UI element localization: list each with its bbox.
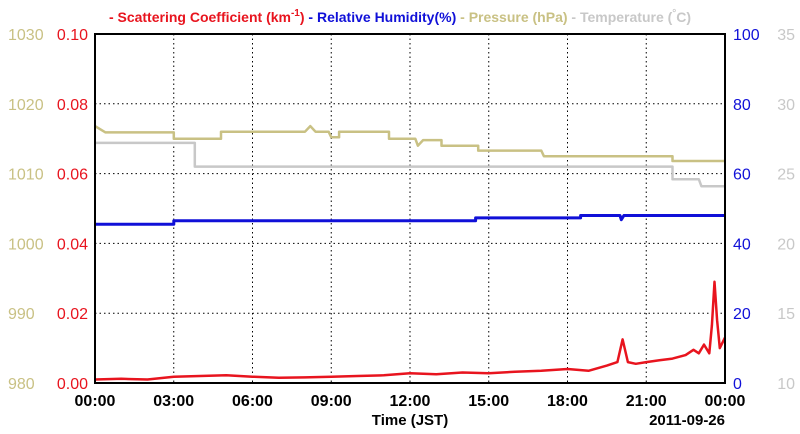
x-axis-label: Time (JST): [372, 412, 448, 429]
grid: [95, 34, 725, 383]
x-tick-label: 06:00: [232, 393, 273, 410]
legend: - Scattering Coefficient (km-1) - Relati…: [109, 8, 691, 25]
y-tick-label-temperature: 30: [777, 97, 795, 114]
legend-item-temperature: - Temperature (: [568, 9, 673, 25]
y-axes: 98099010001010102010300.000.020.040.060.…: [8, 27, 795, 393]
legend-text: - Scattering Coefficient (km-1) - Relati…: [109, 8, 691, 25]
y-tick-label-scattering: 0.00: [57, 376, 88, 393]
y-tick-label-temperature: 20: [777, 236, 795, 253]
y-tick-label-scattering: 0.08: [57, 97, 88, 114]
y-tick-label-humidity: 40: [733, 236, 751, 253]
plot-frame: [94, 33, 726, 384]
x-tick-label: 12:00: [390, 393, 431, 410]
y-tick-label-pressure: 1010: [8, 167, 44, 184]
y-tick-label-humidity: 60: [733, 167, 751, 184]
x-tick-label: 03:00: [153, 393, 194, 410]
x-tick-label: 18:00: [547, 393, 588, 410]
y-tick-label-pressure: 1020: [8, 97, 44, 114]
legend-item-superscript: °: [672, 8, 676, 19]
y-tick-label-temperature: 35: [777, 27, 795, 44]
y-tick-label-scattering: 0.06: [57, 167, 88, 184]
y-tick-label-pressure: 990: [8, 306, 35, 323]
legend-item-pressure-hpa: - Pressure (hPa): [456, 9, 567, 25]
y-tick-label-temperature: 15: [777, 306, 795, 323]
y-tick-label-pressure: 980: [8, 376, 35, 393]
y-tick-label-humidity: 100: [733, 27, 760, 44]
x-axis: 00:00 03:00 06:00 09:00 12:00 15:00 18:00 21:00…: [75, 393, 746, 410]
y-tick-label-temperature: 10: [777, 376, 795, 393]
y-tick-label-humidity: 80: [733, 97, 751, 114]
y-tick-label-pressure: 1000: [8, 236, 44, 253]
y-tick-label-humidity: 0: [733, 376, 742, 393]
x-tick-label: 00:00: [75, 393, 116, 410]
y-tick-label-scattering: 0.04: [57, 236, 88, 253]
x-tick-label: 15:00: [468, 393, 509, 410]
x-tick-label: 21:00: [626, 393, 667, 410]
date-label: 2011-09-26: [649, 412, 725, 429]
y-tick-label-pressure: 1030: [8, 27, 44, 44]
legend-item-tail: C): [676, 9, 691, 25]
legend-item-scattering-coefficient-km: - Scattering Coefficient (km: [109, 9, 291, 25]
y-tick-label-scattering: 0.10: [57, 27, 88, 44]
x-tick-label: 09:00: [311, 393, 352, 410]
series-line-temperature: [95, 141, 725, 188]
legend-item-relative-humidity: - Relative Humidity(%): [305, 9, 457, 25]
legend-item-tail: ): [300, 9, 305, 25]
series-line-pressure: [94, 124, 725, 163]
x-tick-label: 00:00: [705, 393, 746, 410]
series-line-scattering-coefficient: [94, 280, 727, 381]
y-tick-label-scattering: 0.02: [57, 306, 88, 323]
series-group: [94, 124, 727, 381]
series-line-relative-humidity: [95, 214, 725, 226]
legend-item-superscript: -1: [291, 8, 300, 19]
y-tick-label-temperature: 25: [777, 167, 795, 184]
y-tick-label-humidity: 20: [733, 306, 751, 323]
